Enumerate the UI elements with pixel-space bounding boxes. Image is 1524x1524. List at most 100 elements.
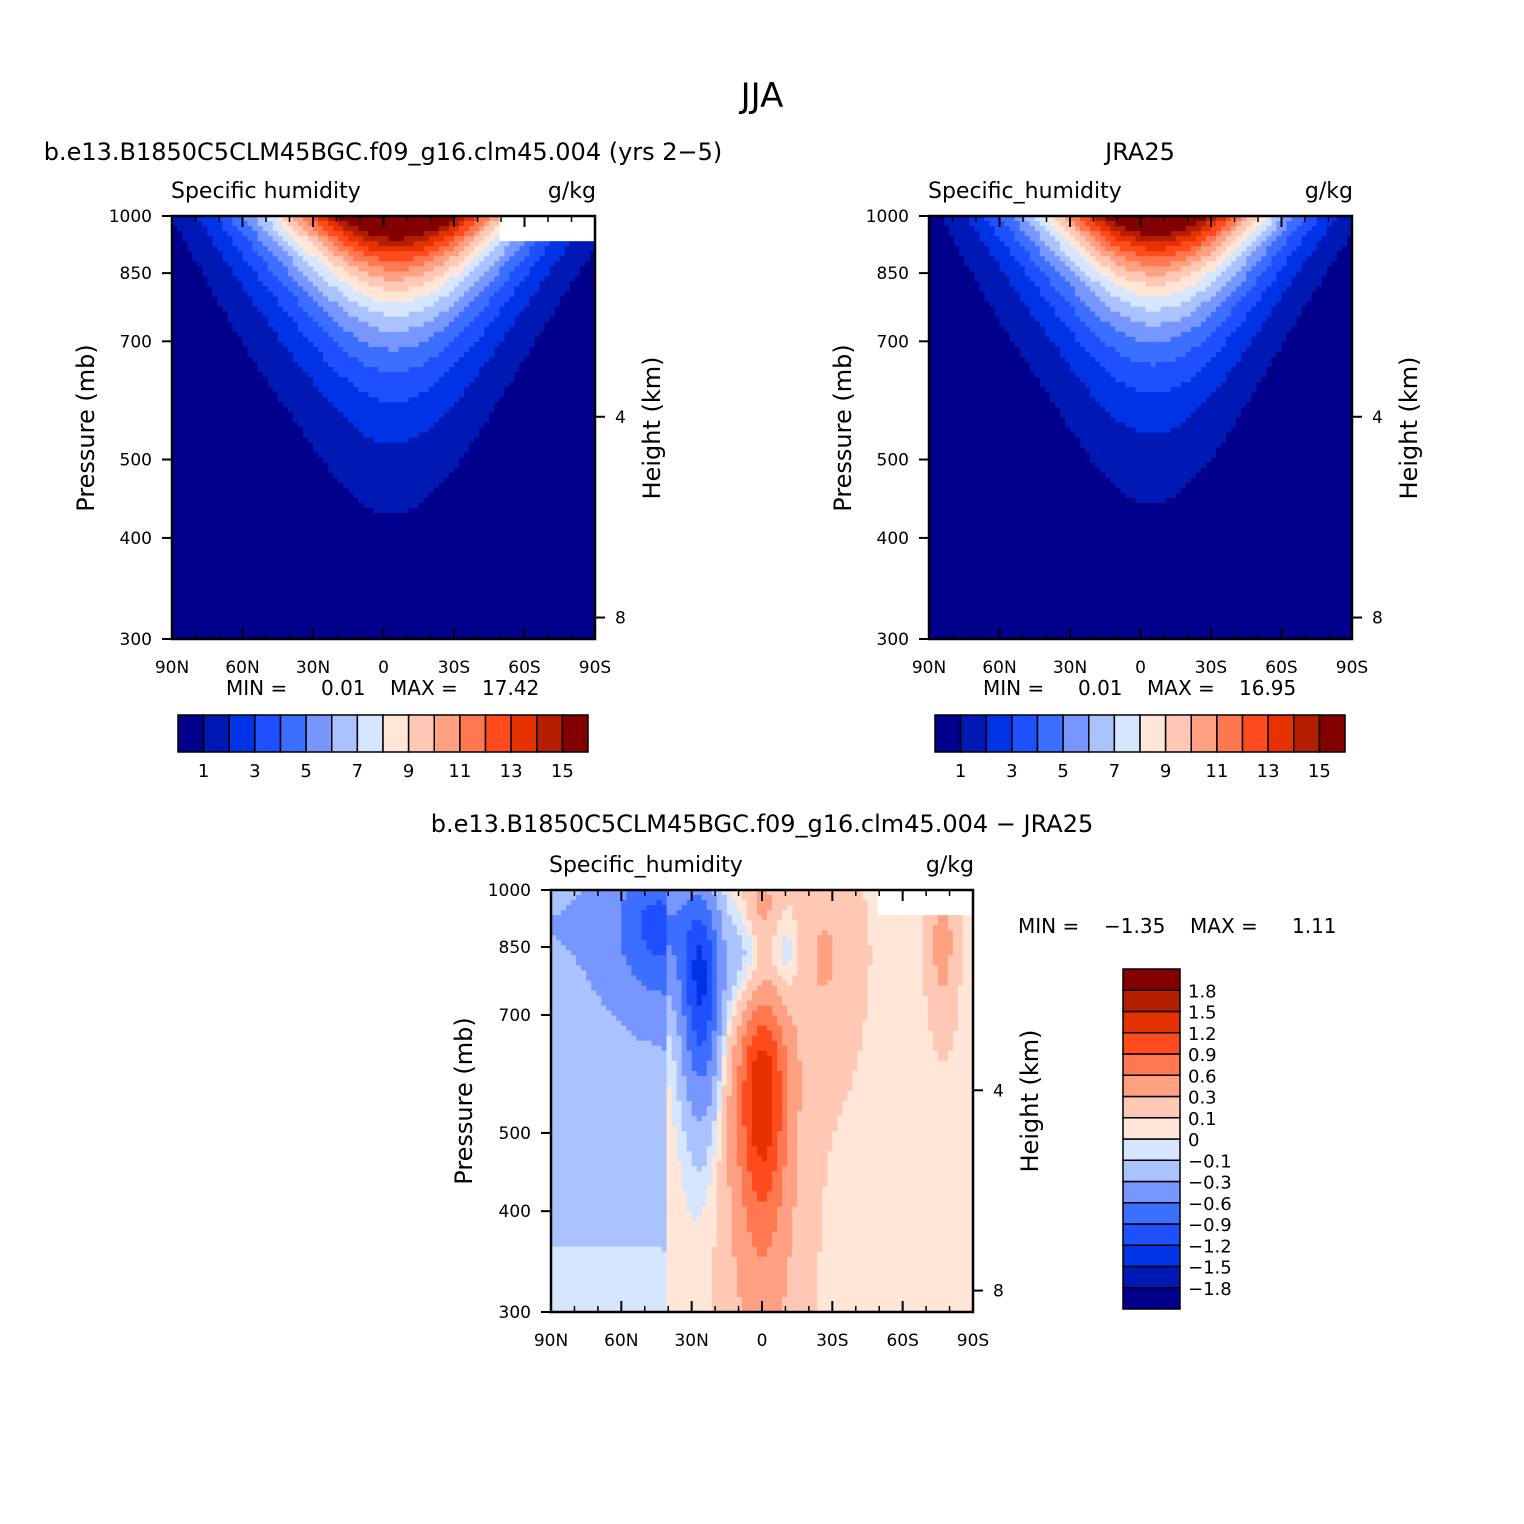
field-cell xyxy=(560,473,566,479)
field-cell xyxy=(555,266,561,272)
field-cell xyxy=(414,297,420,303)
field-cell xyxy=(368,402,374,408)
field-cell xyxy=(373,508,379,514)
field-cell xyxy=(253,438,259,444)
field-cell xyxy=(268,367,274,373)
field-cell xyxy=(253,226,259,232)
field-cell xyxy=(232,292,238,298)
field-cell xyxy=(459,352,465,358)
field-cell xyxy=(187,362,193,368)
field-cell xyxy=(444,352,450,358)
field-cell xyxy=(464,448,470,454)
field-cell xyxy=(570,412,576,418)
field-cell xyxy=(268,493,274,499)
field-cell xyxy=(227,428,233,434)
field-cell xyxy=(202,468,208,474)
field-cell xyxy=(202,412,208,418)
field-cell xyxy=(288,357,294,363)
field-cell xyxy=(237,508,243,514)
field-cell xyxy=(454,448,460,454)
field-cell xyxy=(187,367,193,373)
field-cell xyxy=(373,412,379,418)
field-cell xyxy=(323,332,329,338)
field-cell xyxy=(585,231,591,237)
field-cell xyxy=(177,322,183,328)
field-cell xyxy=(499,292,505,298)
field-cell xyxy=(353,302,359,308)
field-cell xyxy=(358,337,364,343)
field-cell xyxy=(464,312,470,318)
field-cell xyxy=(459,377,465,383)
field-cell xyxy=(187,322,193,328)
field-cell xyxy=(479,246,485,252)
field-cell xyxy=(570,281,576,287)
field-cell xyxy=(464,342,470,348)
field-cell xyxy=(338,322,344,328)
field-cell xyxy=(192,453,198,459)
field-cell xyxy=(268,387,274,393)
field-cell xyxy=(263,493,269,499)
field-cell xyxy=(298,312,304,318)
field-cell xyxy=(489,307,495,313)
field-cell xyxy=(353,397,359,403)
field-cell xyxy=(555,312,561,318)
field-cell xyxy=(509,478,515,484)
field-cell xyxy=(308,271,314,277)
field-cell xyxy=(217,352,223,358)
field-cell xyxy=(368,317,374,323)
field-cell xyxy=(293,402,299,408)
field-cell xyxy=(449,307,455,313)
field-cell xyxy=(580,256,586,262)
field-cell xyxy=(429,443,435,449)
field-cell xyxy=(313,402,319,408)
field-cell xyxy=(288,412,294,418)
field-cell xyxy=(217,443,223,449)
field-cell xyxy=(237,387,243,393)
field-cell xyxy=(248,493,254,499)
field-cell xyxy=(328,483,334,489)
field-cell xyxy=(313,357,319,363)
field-cell xyxy=(444,488,450,494)
field-cell xyxy=(489,438,495,444)
field-cell xyxy=(368,347,374,353)
field-cell xyxy=(328,402,334,408)
field-cell xyxy=(399,337,405,343)
field-cell xyxy=(469,256,475,262)
field-cell xyxy=(575,387,581,393)
field-cell xyxy=(479,443,485,449)
field-cell xyxy=(550,397,556,403)
field-cell xyxy=(373,422,379,428)
field-cell xyxy=(575,281,581,287)
field-cell xyxy=(333,276,339,282)
field-cell xyxy=(273,337,279,343)
field-cell xyxy=(525,438,531,444)
field-cell xyxy=(424,478,430,484)
field-cell xyxy=(394,392,400,398)
field-cell xyxy=(399,443,405,449)
field-cell xyxy=(459,357,465,363)
field-cell xyxy=(444,438,450,444)
field-cell xyxy=(550,327,556,333)
field-cell xyxy=(308,347,314,353)
field-cell xyxy=(459,438,465,444)
field-cell xyxy=(343,468,349,474)
field-cell xyxy=(187,438,193,444)
field-cell xyxy=(378,246,384,252)
field-cell xyxy=(333,448,339,454)
field-cell xyxy=(414,292,420,298)
field-cell xyxy=(348,347,354,353)
field-cell xyxy=(454,332,460,338)
field-cell xyxy=(232,367,238,373)
field-cell xyxy=(263,417,269,423)
field-cell xyxy=(348,453,354,459)
field-cell xyxy=(182,387,188,393)
field-cell xyxy=(384,307,390,313)
field-cell xyxy=(248,327,254,333)
field-cell xyxy=(308,236,314,242)
field-cell xyxy=(545,337,551,343)
field-cell xyxy=(177,438,183,444)
field-cell xyxy=(525,261,531,267)
field-cell xyxy=(202,503,208,509)
field-cell xyxy=(519,448,525,454)
field-cell xyxy=(419,392,425,398)
